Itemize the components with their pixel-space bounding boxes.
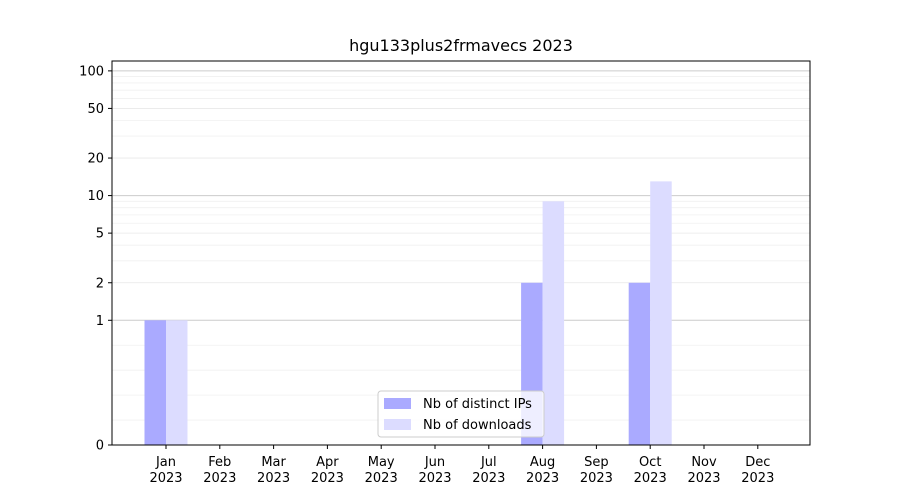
legend-label: Nb of downloads	[423, 418, 532, 433]
x-tick-label-year: 2023	[634, 471, 667, 486]
y-tick-label: 20	[87, 152, 104, 167]
x-tick-label-month: Aug	[530, 455, 555, 470]
x-tick-label-year: 2023	[687, 471, 720, 486]
legend-swatch	[384, 398, 411, 409]
x-tick-label-year: 2023	[365, 471, 398, 486]
bar-downloads-oct	[650, 181, 672, 445]
bar-downloads-aug	[542, 201, 565, 445]
x-tick-label-year: 2023	[472, 471, 505, 486]
x-tick-label-month: Mar	[261, 455, 286, 470]
x-tick-label-month: Jun	[424, 455, 445, 470]
x-tick-label-month: Sep	[584, 455, 609, 470]
bar-distinct-ips-oct	[628, 282, 651, 445]
x-tick-label-year: 2023	[203, 471, 236, 486]
x-tick-label-year: 2023	[580, 471, 613, 486]
y-tick-label: 2	[96, 276, 104, 291]
x-tick-label-month: May	[368, 455, 395, 470]
x-tick-label-month: Feb	[208, 455, 231, 470]
x-tick-label-month: Apr	[316, 455, 339, 470]
y-tick-label: 1	[96, 314, 104, 329]
y-tick-label: 0	[96, 439, 104, 454]
x-tick-label-year: 2023	[418, 471, 451, 486]
x-tick-label-year: 2023	[526, 471, 559, 486]
legend-swatch	[384, 419, 411, 430]
legend-box	[377, 390, 545, 438]
x-tick-label-month: Nov	[691, 455, 717, 470]
x-tick-label-year: 2023	[311, 471, 344, 486]
y-tick-label: 10	[87, 189, 104, 204]
legend-label: Nb of distinct IPs	[423, 397, 532, 412]
y-axis: 0 1 2 5 10 20 50 100	[79, 64, 112, 454]
x-axis: Jan2023Feb2023Mar2023Apr2023May2023Jun20…	[149, 445, 774, 486]
x-tick-label-month: Jul	[480, 455, 497, 470]
y-tick-label: 50	[87, 102, 104, 117]
bar-distinct-ips-jan	[144, 320, 166, 445]
bars-layer	[144, 181, 672, 445]
x-tick-label-month: Dec	[745, 455, 770, 470]
chart-title: hgu133plus2frmavecs 2023	[349, 36, 573, 55]
y-tick-label: 100	[79, 64, 104, 79]
x-tick-label-year: 2023	[257, 471, 290, 486]
y-tick-label: 5	[96, 227, 104, 242]
x-tick-label-month: Oct	[639, 455, 661, 470]
x-tick-label-year: 2023	[741, 471, 774, 486]
plot-frame	[111, 60, 811, 446]
x-tick-label-month: Jan	[155, 455, 176, 470]
legend: Nb of distinct IPs Nb of downloads	[377, 390, 545, 438]
grid-layer	[112, 70, 810, 421]
bar-downloads-jan	[166, 320, 188, 445]
x-tick-label-year: 2023	[149, 471, 182, 486]
